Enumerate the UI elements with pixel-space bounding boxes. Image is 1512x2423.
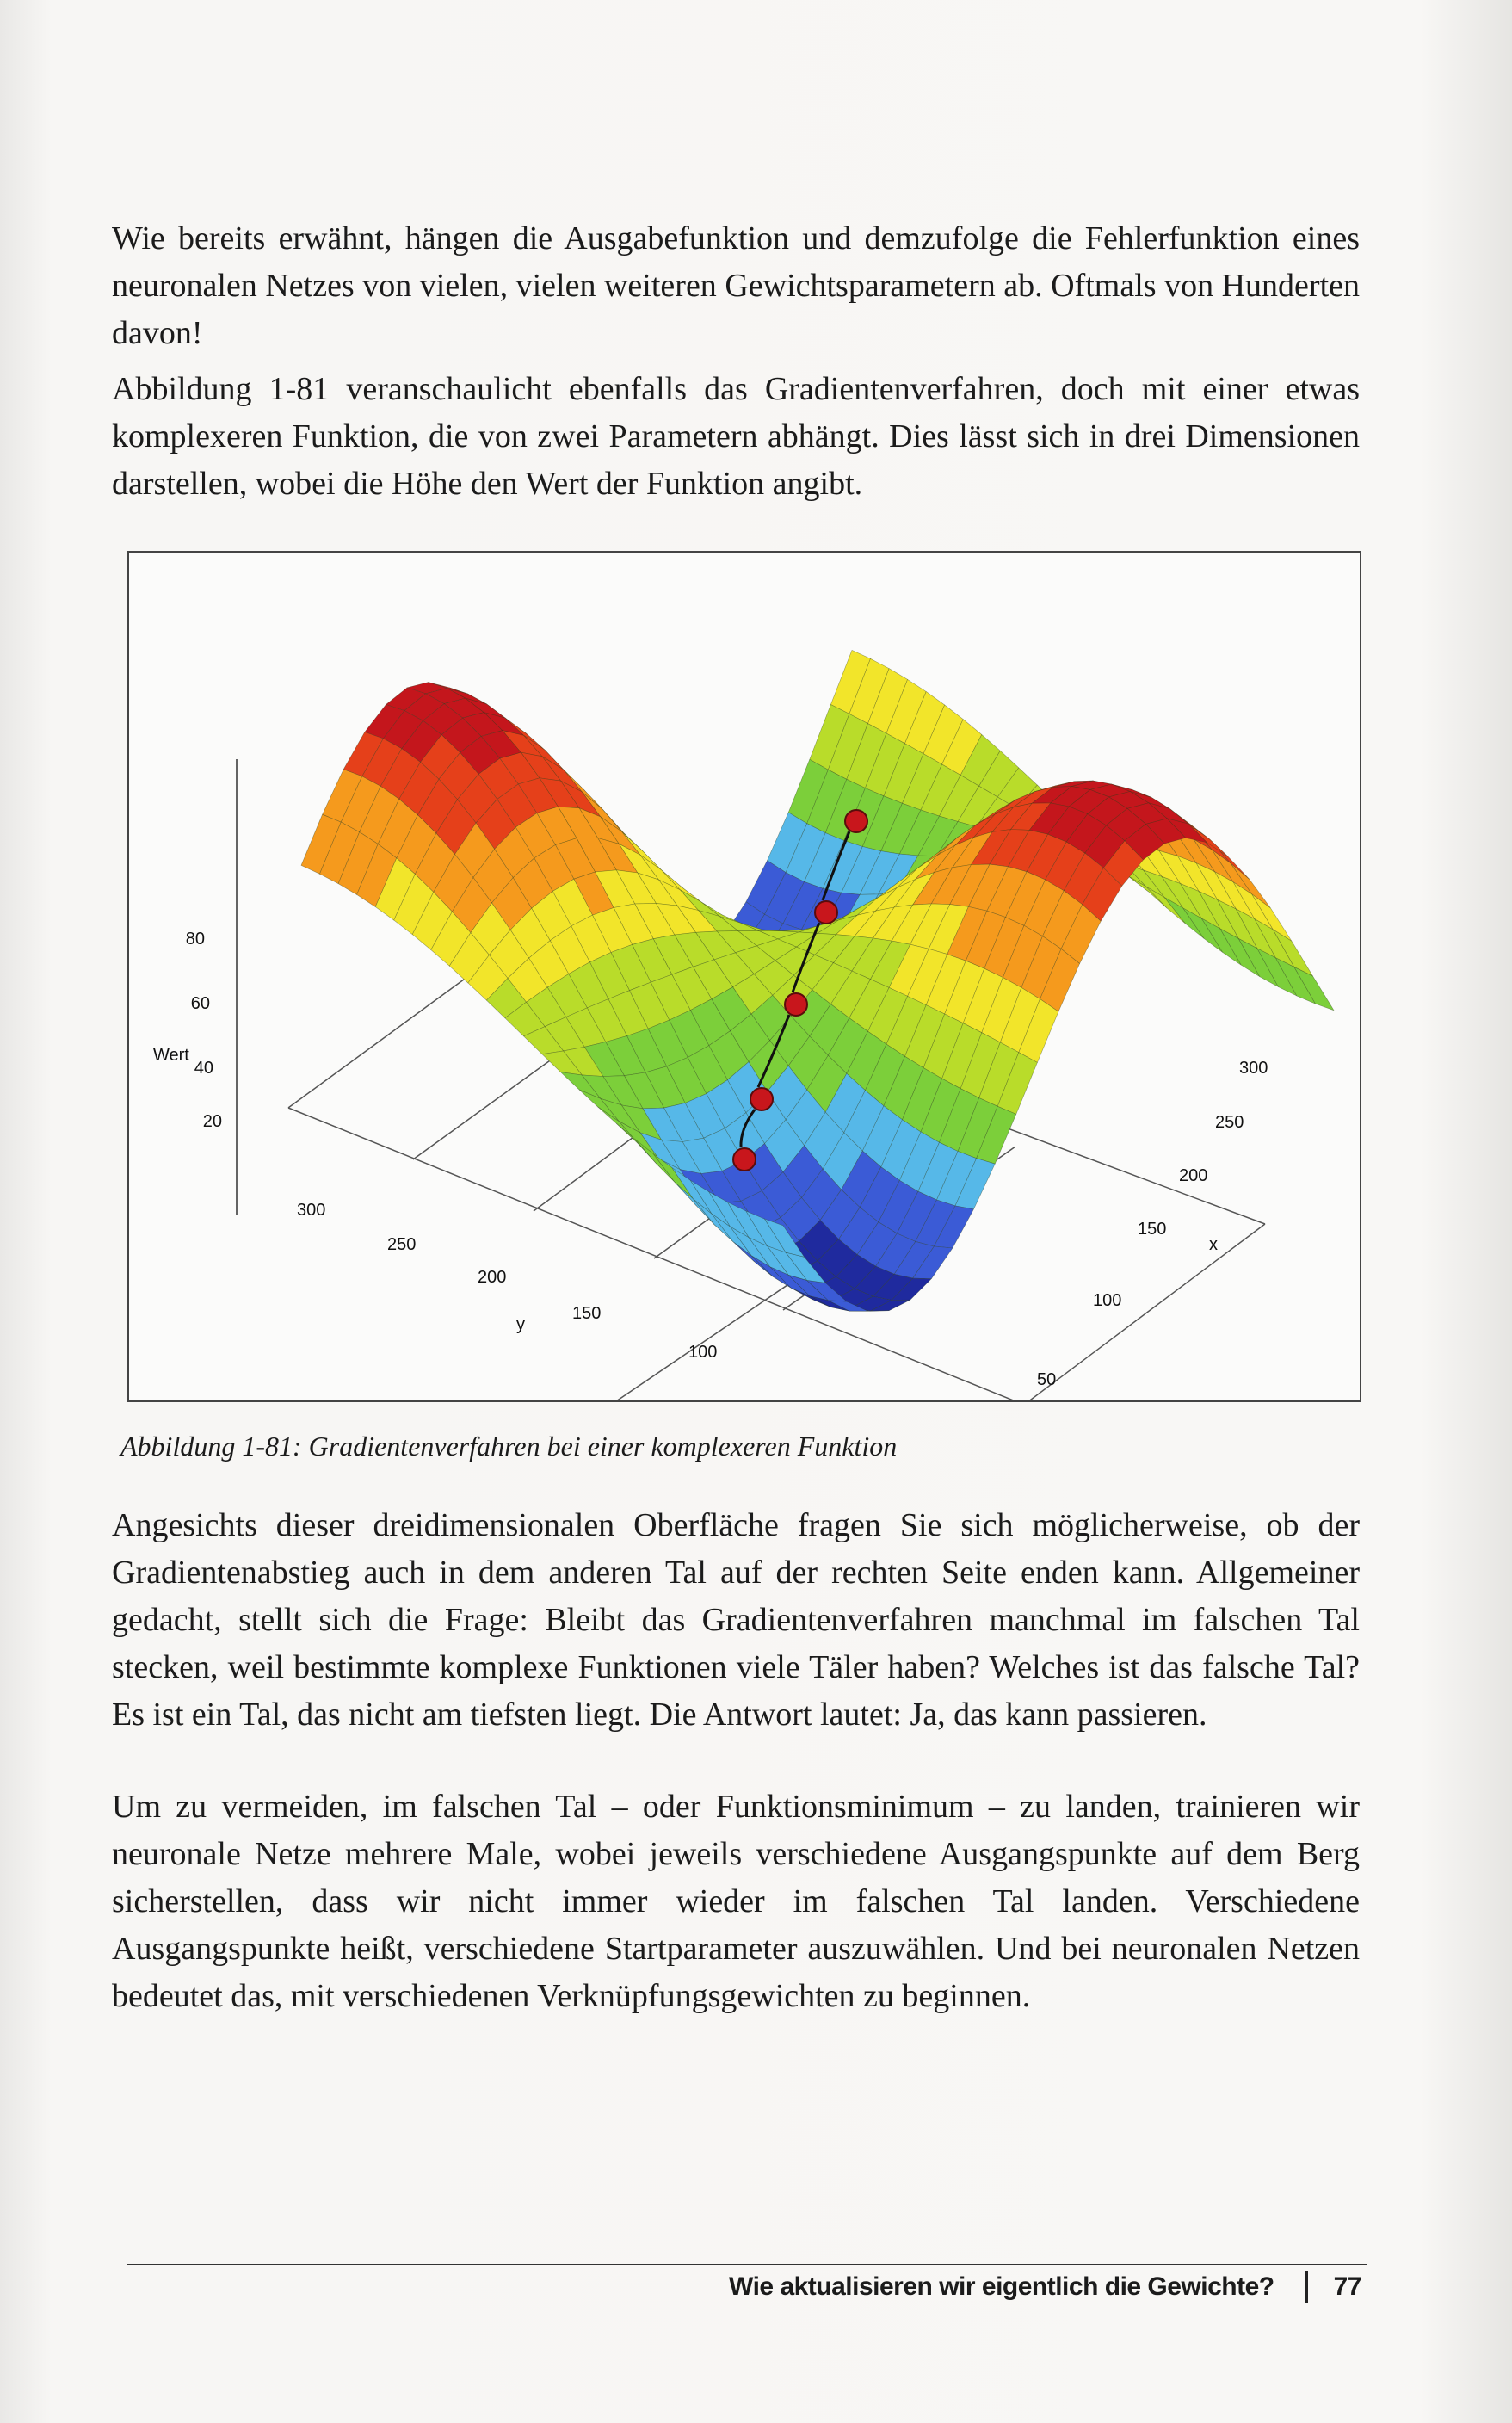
footer-separator <box>1305 2271 1308 2303</box>
y-tick-150: 150 <box>572 1304 601 1323</box>
descent-point <box>784 992 808 1017</box>
paragraph-4: Um zu vermeiden, im falschen Tal – oder … <box>112 1789 1360 2014</box>
surface-facet <box>1272 929 1314 977</box>
surface-mesh <box>300 649 1335 1312</box>
x-tick-300: 300 <box>1239 1059 1268 1078</box>
descent-arrow <box>791 922 821 993</box>
descent-point <box>814 900 838 924</box>
paragraph-2: Abbildung 1-81 veranschaulicht ebenfalls… <box>112 371 1360 502</box>
descent-point <box>750 1087 774 1111</box>
surface-facet <box>1166 818 1208 844</box>
surface-facet <box>785 1252 826 1283</box>
surface-facet <box>805 1279 848 1302</box>
z-tick-60: 60 <box>191 994 210 1013</box>
paragraph-1: Wie bereits erwähnt, hängen die Ausgabef… <box>112 220 1360 351</box>
y-tick-200: 200 <box>478 1268 506 1287</box>
page-footer: Wie aktualisieren wir eigentlich die Gew… <box>729 2271 1362 2303</box>
surface-facet <box>1124 823 1165 861</box>
x-axis-label: x <box>1209 1235 1218 1254</box>
figure-gradient-surface: Wert 20 40 60 80 300 250 200 150 100 y 3… <box>127 551 1361 1402</box>
descent-arrow <box>756 1014 791 1088</box>
surface-facet <box>870 1299 910 1312</box>
page-number: 77 <box>1333 2272 1362 2301</box>
y-axis-label: y <box>516 1315 525 1334</box>
surface-facet <box>763 1218 805 1258</box>
surface-facet <box>891 1277 933 1301</box>
y-tick-100: 100 <box>688 1343 717 1362</box>
surface-plot: Wert 20 40 60 80 300 250 200 150 100 y 3… <box>153 649 1335 1400</box>
surface-facet <box>1018 998 1059 1063</box>
surface-facet <box>1060 904 1102 964</box>
descent-point <box>732 1147 756 1171</box>
surface-facet <box>1188 823 1229 857</box>
surface-facet <box>1040 948 1080 1012</box>
y-tick-250: 250 <box>387 1235 416 1254</box>
descent-path <box>732 809 868 1171</box>
descent-arrow <box>739 1109 756 1148</box>
x-tick-150: 150 <box>1138 1220 1166 1239</box>
z-axis-label: Wert <box>153 1046 189 1065</box>
z-tick-40: 40 <box>194 1059 213 1078</box>
descent-point <box>844 809 868 833</box>
x-tick-50: 50 <box>1037 1370 1056 1389</box>
surface-facet <box>1145 818 1187 844</box>
x-tick-250: 250 <box>1215 1113 1244 1132</box>
paragraph-3: Angesichts dieser dreidimensionalen Ober… <box>112 1507 1360 1733</box>
z-tick-80: 80 <box>186 930 205 949</box>
surface-facet <box>933 1205 974 1249</box>
figure-caption: Abbildung 1-81: Gradientenverfahren bei … <box>120 1431 898 1462</box>
surface-facet <box>1082 867 1123 922</box>
y-tick-300: 300 <box>297 1201 325 1220</box>
z-tick-20: 20 <box>203 1112 222 1131</box>
x-tick-200: 200 <box>1179 1166 1207 1185</box>
descent-arrow <box>821 831 851 901</box>
running-header-title: Wie aktualisieren wir eigentlich die Gew… <box>729 2272 1274 2301</box>
surface-facet <box>1102 840 1144 887</box>
footer-rule <box>127 2264 1367 2265</box>
x-tick-100: 100 <box>1093 1291 1121 1310</box>
